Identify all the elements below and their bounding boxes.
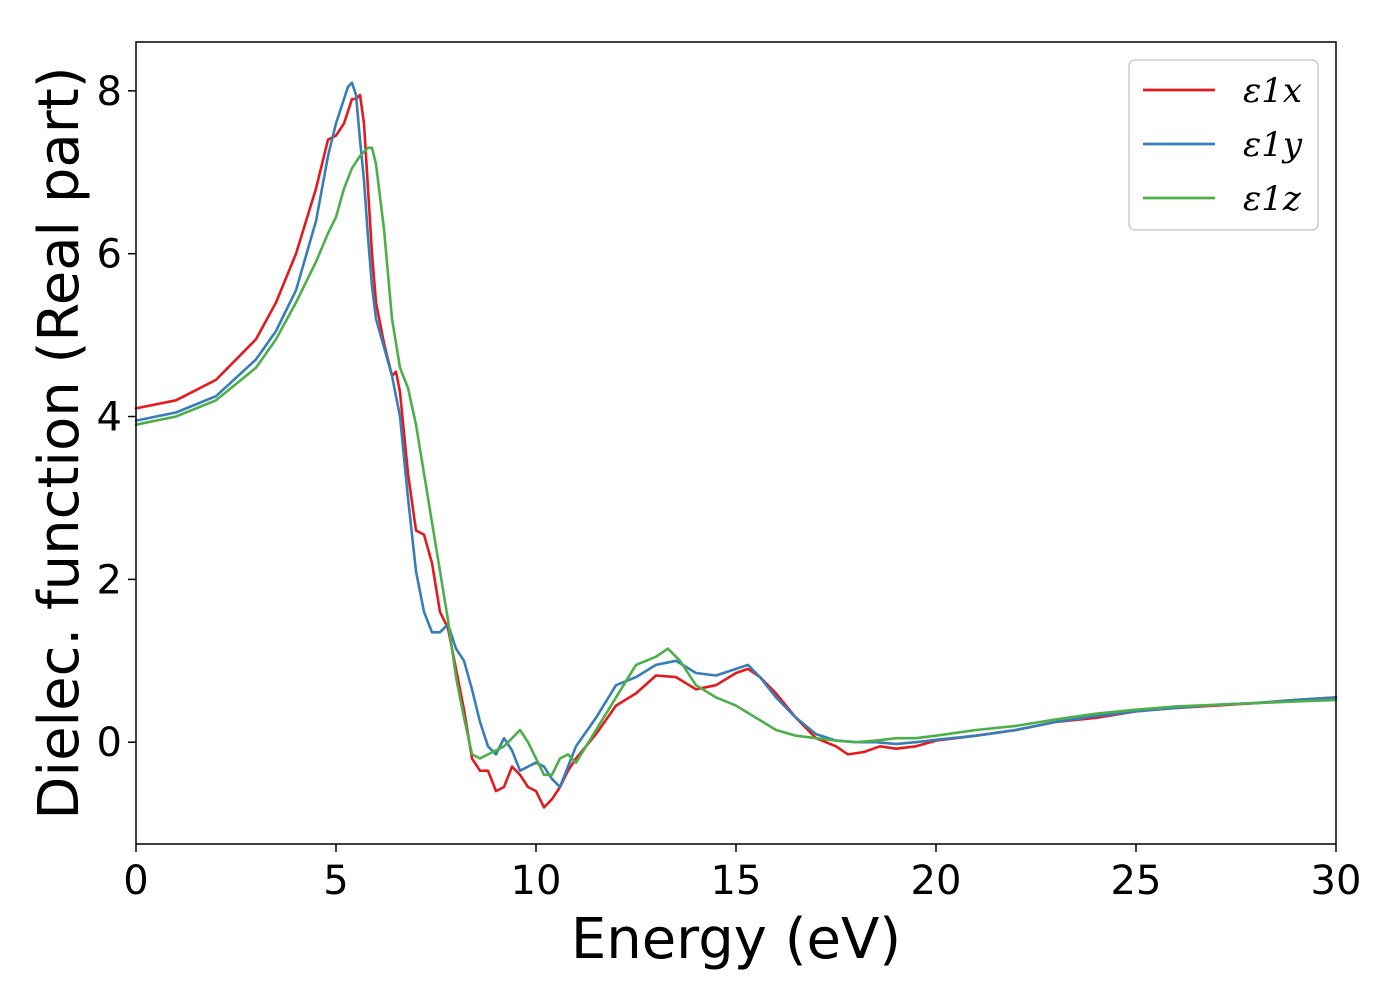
y-axis: 0 2 4 6 8 bbox=[97, 69, 136, 766]
x-axis: 0 5 10 15 20 25 30 bbox=[123, 844, 1361, 904]
y-tick-label: 4 bbox=[97, 395, 122, 441]
x-axis-label: Energy (eV) bbox=[571, 907, 901, 972]
series-layer bbox=[134, 81, 1338, 809]
series-line-1 bbox=[134, 93, 1338, 809]
legend-label-3: ε1z bbox=[1243, 179, 1302, 219]
legend: ε1x ε1y ε1z bbox=[1128, 59, 1319, 231]
x-tick-label: 30 bbox=[1311, 858, 1362, 904]
x-tick-label: 15 bbox=[711, 858, 762, 904]
y-tick-label: 2 bbox=[97, 557, 122, 603]
y-tick-label: 8 bbox=[97, 69, 122, 115]
x-tick-label: 10 bbox=[511, 858, 562, 904]
x-tick-label: 0 bbox=[123, 858, 148, 904]
x-tick-label: 5 bbox=[323, 858, 348, 904]
x-tick-label: 25 bbox=[1111, 858, 1162, 904]
y-tick-label: 6 bbox=[97, 232, 122, 278]
legend-label-2: ε1y bbox=[1243, 125, 1303, 165]
legend-items: ε1x ε1y ε1z bbox=[1143, 71, 1303, 219]
series-line-2 bbox=[134, 81, 1338, 789]
legend-frame bbox=[1128, 59, 1319, 231]
series-line-3 bbox=[134, 146, 1338, 777]
x-tick-label: 20 bbox=[911, 858, 962, 904]
y-tick-label: 0 bbox=[97, 720, 122, 766]
legend-label-1: ε1x bbox=[1243, 71, 1302, 111]
y-axis-label: Dielec. function (Real part) bbox=[27, 66, 92, 819]
